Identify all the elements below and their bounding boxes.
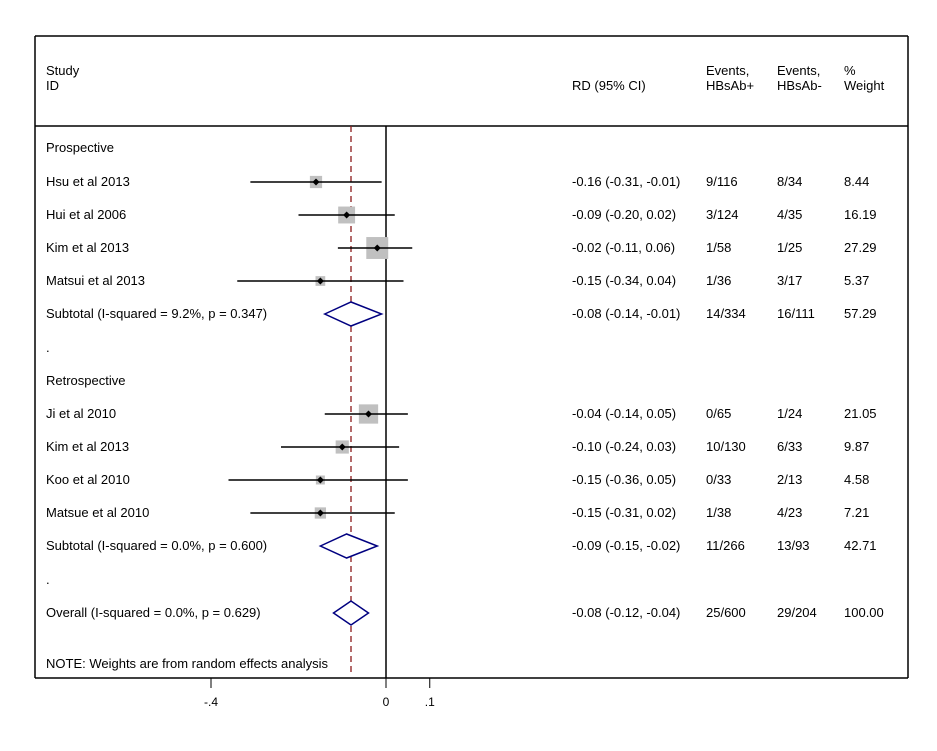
- point-estimate-4: [316, 277, 324, 285]
- row-weight-1: 8.44: [844, 174, 870, 189]
- row-weight-2: 16.19: [844, 207, 877, 222]
- row-events-pos-9: 10/130: [706, 439, 746, 454]
- row-rd-10: -0.15 (-0.36, 0.05): [572, 472, 677, 487]
- weight-header: % Weight: [844, 63, 884, 93]
- row-weight-3: 27.29: [844, 240, 877, 255]
- study-header: Study ID: [46, 63, 79, 93]
- row-events-neg-12: 13/93: [777, 538, 810, 553]
- row-rd-11: -0.15 (-0.31, 0.02): [572, 505, 677, 520]
- row-label-2: Hui et al 2006: [46, 207, 127, 222]
- row-weight-9: 9.87: [844, 439, 870, 454]
- row-events-pos-4: 1/36: [706, 273, 732, 288]
- point-estimate-2: [343, 211, 351, 219]
- row-rd-12: -0.09 (-0.15, -0.02): [572, 538, 681, 553]
- point-estimate-11: [316, 509, 324, 517]
- row-events-neg-9: 6/33: [777, 439, 803, 454]
- row-events-neg-14: 29/204: [777, 605, 817, 620]
- row-events-neg-10: 2/13: [777, 472, 803, 487]
- point-estimate-10: [316, 476, 324, 484]
- row-rd-5: -0.08 (-0.14, -0.01): [572, 306, 681, 321]
- row-rd-2: -0.09 (-0.20, 0.02): [572, 207, 677, 222]
- row-events-pos-1: 9/116: [706, 174, 738, 189]
- row-events-pos-14: 25/600: [706, 605, 746, 620]
- row-events-pos-5: 14/334: [706, 306, 746, 321]
- row-events-pos-8: 0/65: [706, 406, 732, 421]
- events-pos-line2: HBsAb+: [706, 78, 755, 93]
- x-tick-label-0: -.4: [203, 695, 219, 709]
- row-label-6: .: [46, 340, 50, 355]
- row-label-1: Hsu et al 2013: [46, 174, 130, 189]
- row-events-neg-3: 1/25: [777, 240, 803, 255]
- study-header-line2: ID: [46, 78, 59, 93]
- point-estimate-1: [312, 178, 320, 186]
- row-events-pos-11: 1/38: [706, 505, 732, 520]
- events-hbsab-neg-header: Events, HBsAb-: [777, 63, 822, 93]
- row-rd-4: -0.15 (-0.34, 0.04): [572, 273, 677, 288]
- events-neg-line1: Events,: [777, 63, 821, 78]
- point-estimate-9: [338, 443, 346, 451]
- row-events-neg-8: 1/24: [777, 406, 803, 421]
- row-rd-14: -0.08 (-0.12, -0.04): [572, 605, 681, 620]
- row-events-neg-11: 4/23: [777, 505, 803, 520]
- row-label-10: Koo et al 2010: [46, 472, 130, 487]
- point-estimate-8: [365, 410, 372, 418]
- row-label-5: Subtotal (I-squared = 9.2%, p = 0.347): [46, 306, 268, 321]
- pooled-diamond-14: [332, 600, 370, 626]
- row-label-9: Kim et al 2013: [46, 439, 130, 454]
- row-weight-14: 100.00: [844, 605, 884, 620]
- row-events-neg-1: 8/34: [777, 174, 803, 189]
- row-events-pos-2: 3/124: [706, 207, 739, 222]
- row-label-4: Matsui et al 2013: [46, 273, 146, 288]
- row-label-12: Subtotal (I-squared = 0.0%, p = 0.600): [46, 538, 268, 553]
- weight-header-line2: Weight: [844, 78, 885, 93]
- row-events-pos-12: 11/266: [706, 538, 745, 553]
- pooled-diamond-5: [322, 301, 384, 327]
- row-label-3: Kim et al 2013: [46, 240, 130, 255]
- row-label-13: .: [46, 572, 50, 587]
- row-weight-11: 7.21: [844, 505, 870, 520]
- row-events-neg-2: 4/35: [777, 207, 803, 222]
- x-tick-label-2: .1: [424, 695, 435, 709]
- row-weight-4: 5.37: [844, 273, 870, 288]
- events-neg-line2: HBsAb-: [777, 78, 822, 93]
- row-weight-8: 21.05: [844, 406, 877, 421]
- pooled-diamond-12: [318, 533, 380, 559]
- row-weight-5: 57.29: [844, 306, 877, 321]
- row-rd-8: -0.04 (-0.14, 0.05): [572, 406, 677, 421]
- rd-header: RD (95% CI): [572, 78, 646, 93]
- weight-header-line1: %: [844, 63, 856, 78]
- row-rd-3: -0.02 (-0.11, 0.06): [572, 240, 676, 255]
- point-estimate-3: [373, 244, 381, 252]
- row-label-0: Prospective: [46, 140, 114, 155]
- events-hbsab-pos-header: Events, HBsAb+: [706, 63, 754, 93]
- row-label-11: Matsue et al 2010: [46, 505, 150, 520]
- row-rd-9: -0.10 (-0.24, 0.03): [572, 439, 677, 454]
- x-tick-label-1: 0: [382, 695, 390, 709]
- row-events-neg-5: 16/111: [777, 306, 815, 321]
- row-events-pos-3: 1/58: [706, 240, 732, 255]
- row-rd-1: -0.16 (-0.31, -0.01): [572, 174, 681, 189]
- row-label-8: Ji et al 2010: [46, 406, 117, 421]
- row-weight-12: 42.71: [844, 538, 877, 553]
- plot-marks: [228, 175, 413, 626]
- row-weight-10: 4.58: [844, 472, 870, 487]
- row-label-14: Overall (I-squared = 0.0%, p = 0.629): [46, 605, 261, 620]
- weights-note: NOTE: Weights are from random effects an…: [46, 656, 329, 671]
- row-label-7: Retrospective: [46, 373, 126, 388]
- events-pos-line1: Events,: [706, 63, 750, 78]
- row-events-pos-10: 0/33: [706, 472, 732, 487]
- study-header-line1: Study: [46, 63, 80, 78]
- row-events-neg-4: 3/17: [777, 273, 803, 288]
- plot-frame: [34, 35, 909, 688]
